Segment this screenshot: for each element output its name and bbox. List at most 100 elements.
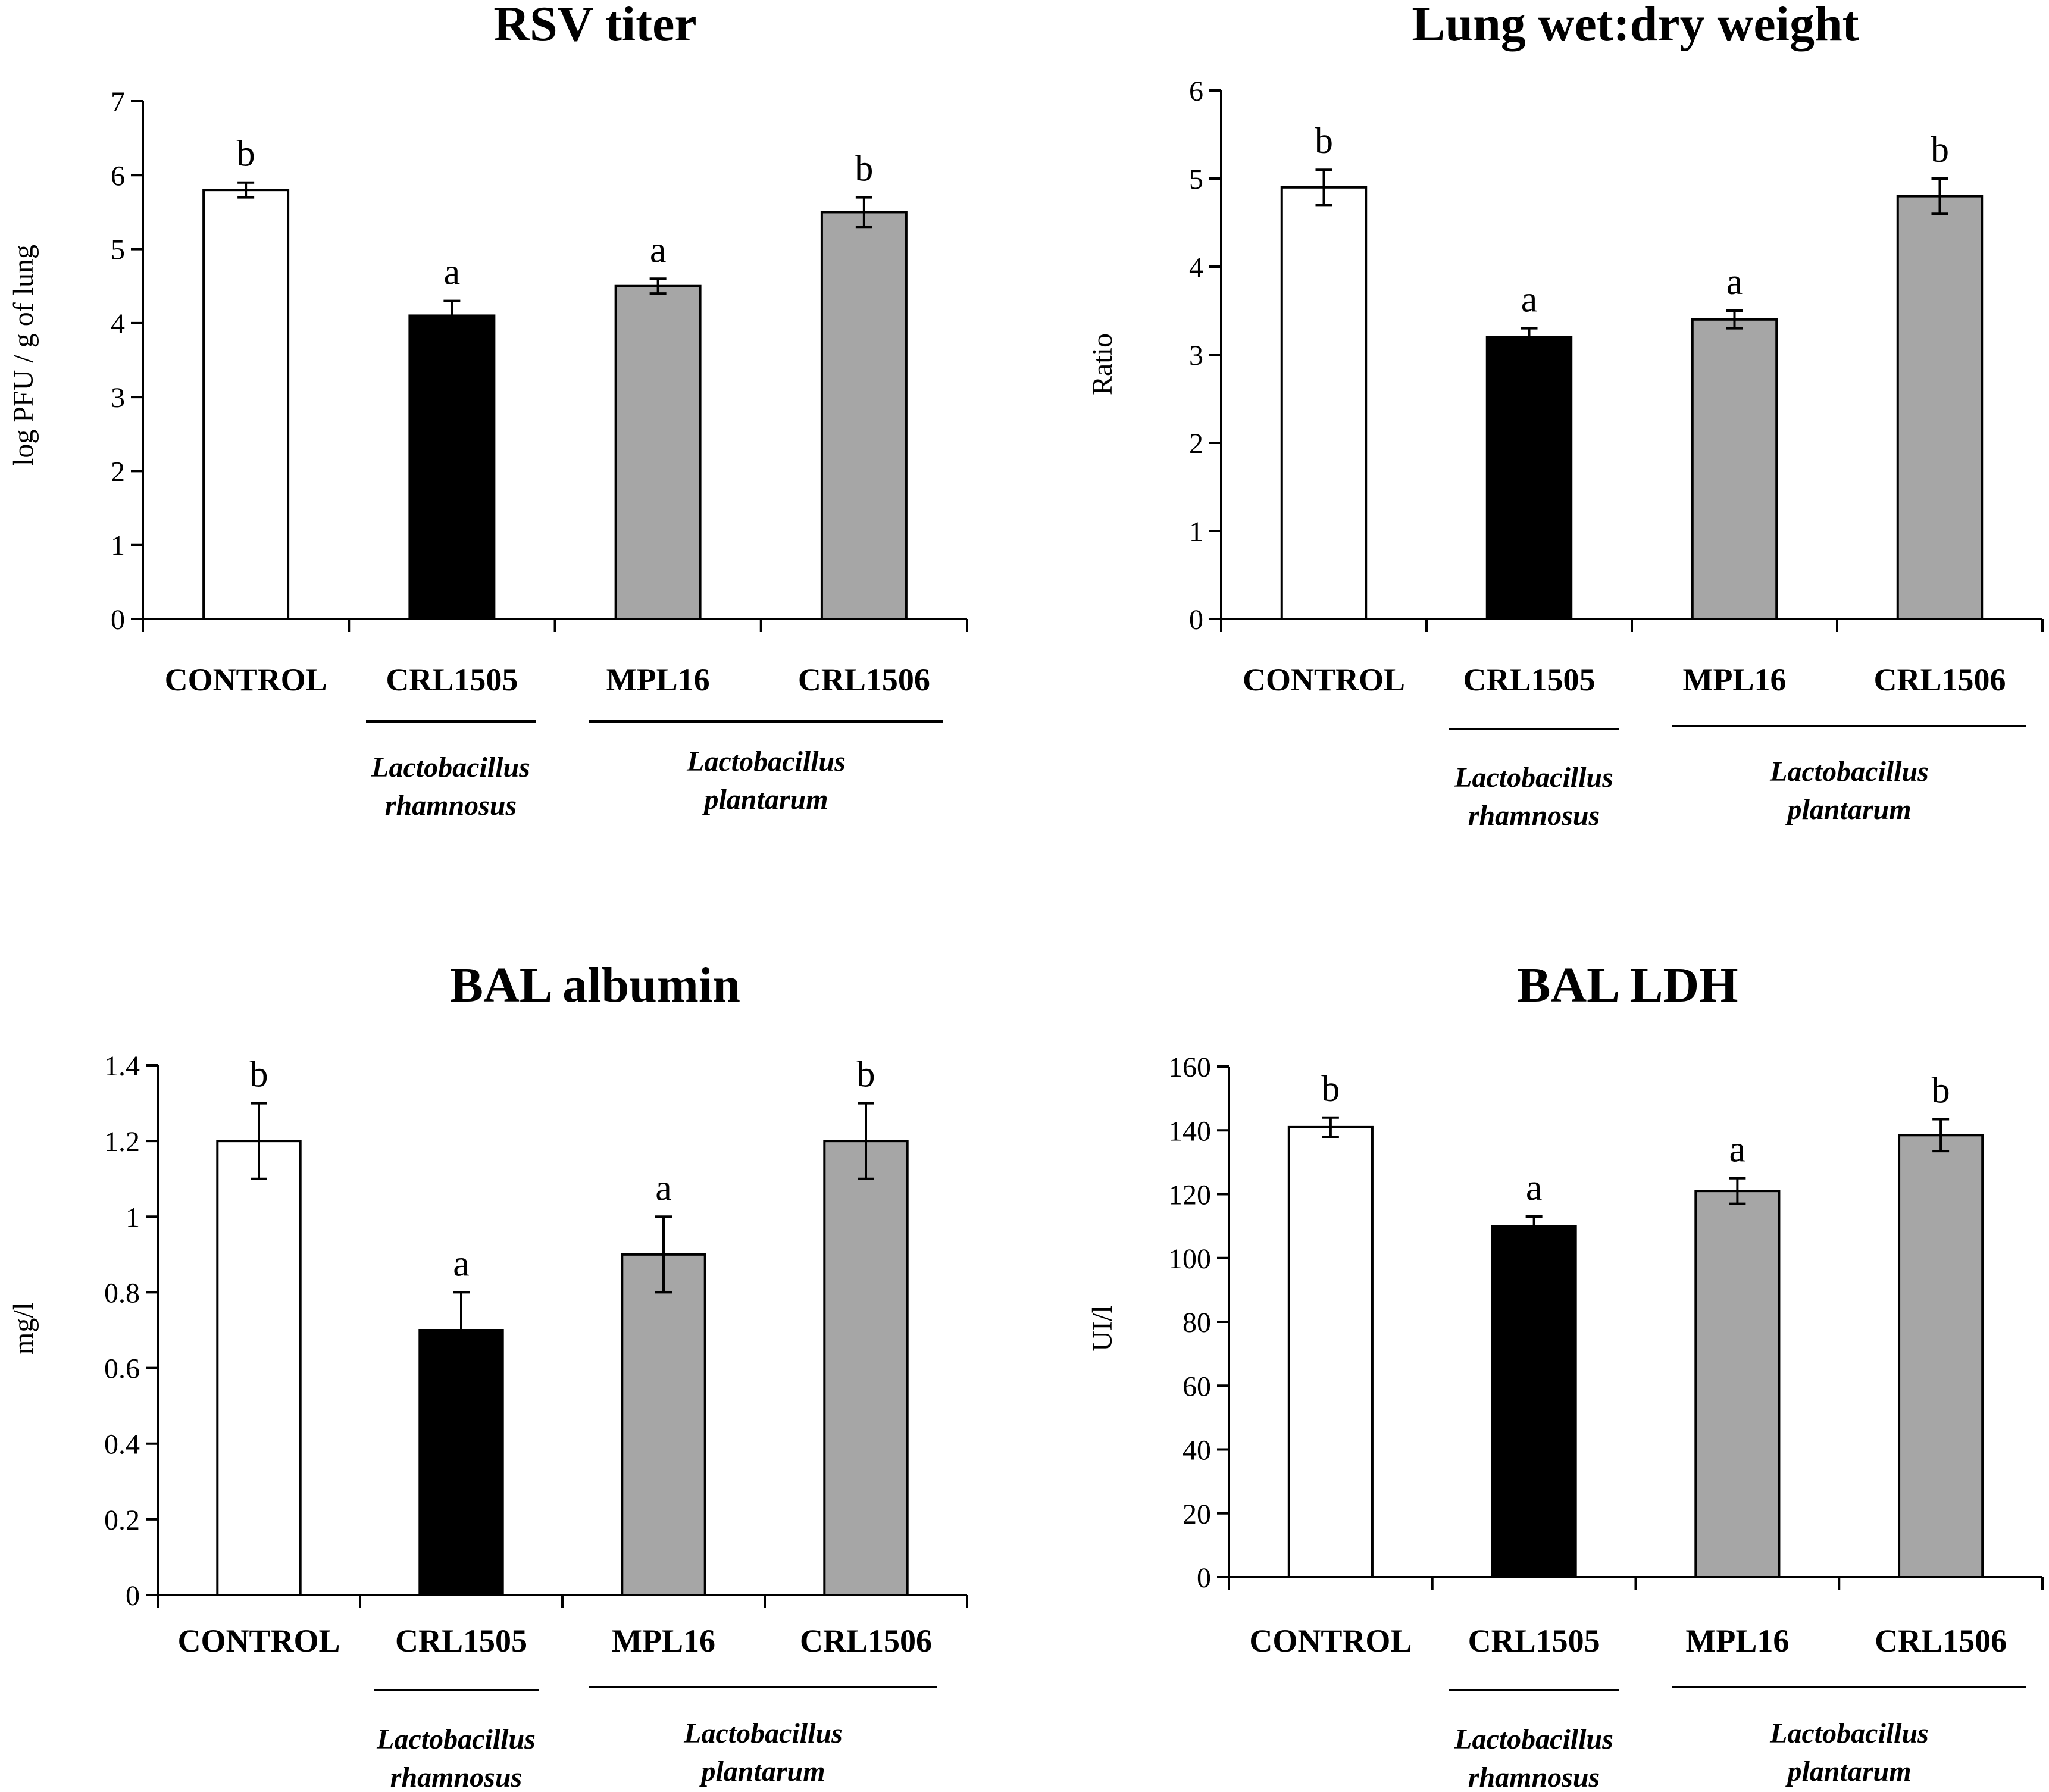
- panel-bal-albumin: BAL albumin mg/l 0 0.2 0.4 0.6 0.8 1 1.2 1.4 b CO…: [8, 958, 968, 1792]
- bar-mpl16: [621, 1253, 706, 1597]
- panel-rsv-titer: RSV titer log PFU / g of lung 0 1 2 3 4 5 6 7 b C…: [8, 0, 968, 821]
- y-tick-label: 60: [1183, 1371, 1211, 1402]
- y-tick-label: 0: [111, 604, 125, 636]
- chart-title: Lung wet:dry weight: [1412, 0, 1859, 52]
- y-tick-label: 0.4: [104, 1429, 140, 1461]
- y-axis-label: UI/l: [1087, 1305, 1118, 1351]
- group-label-species: rhamnosus: [1468, 800, 1600, 831]
- significance-letter: b: [1931, 130, 1949, 170]
- y-tick-label: 1: [126, 1202, 140, 1233]
- y-tick-label: 4: [1189, 252, 1203, 283]
- significance-letter: a: [1521, 280, 1538, 320]
- y-tick-label: 5: [111, 234, 125, 266]
- chart-title: RSV titer: [493, 0, 696, 52]
- y-tick-label: 20: [1183, 1499, 1211, 1530]
- significance-letter: b: [1321, 1069, 1340, 1109]
- y-tick-label: 120: [1168, 1180, 1211, 1211]
- group-label-genus: Lactobacillus: [371, 752, 530, 783]
- panel-lung-wet-dry-weight: Lung wet:dry weight Ratio 0 1 2 3 4 5 6 b CONTRO…: [1087, 0, 2044, 831]
- bar-crl1505: [418, 1329, 504, 1596]
- group-label-genus: Lactobacillus: [1769, 756, 1929, 787]
- bar-crl1506: [1898, 1134, 1984, 1578]
- y-tick-label: 1: [1189, 516, 1203, 548]
- y-tick-label: 2: [1189, 428, 1203, 459]
- bar-crl1506: [1896, 195, 1984, 621]
- significance-letter: a: [453, 1243, 470, 1284]
- bar-control: [216, 1140, 302, 1596]
- group-label-species: rhamnosus: [390, 1762, 522, 1792]
- group-label-species: plantarum: [1785, 1756, 1911, 1787]
- category-label: CRL1505: [1468, 1623, 1600, 1659]
- category-label: MPL16: [606, 662, 710, 698]
- y-tick-label: 0.2: [104, 1505, 140, 1536]
- y-tick-label: 6: [1189, 76, 1203, 107]
- bar-crl1505: [1485, 336, 1573, 621]
- y-axis-label: log PFU / g of lung: [8, 245, 39, 466]
- category-label: CRL1506: [1873, 662, 2006, 698]
- significance-letter: b: [855, 149, 873, 189]
- significance-letter: a: [1526, 1168, 1543, 1208]
- bar-control: [202, 189, 290, 620]
- category-label: CONTROL: [177, 1623, 340, 1659]
- y-tick-label: 1.4: [104, 1050, 140, 1082]
- y-tick-label: 80: [1183, 1307, 1211, 1338]
- bar-crl1505: [408, 314, 496, 621]
- bar-control: [1280, 186, 1368, 620]
- category-label: CONTROL: [1249, 1623, 1412, 1659]
- chart-title: BAL LDH: [1517, 958, 1738, 1013]
- category-label: CONTROL: [1243, 662, 1405, 698]
- y-tick-label: 5: [1189, 164, 1203, 195]
- chart-title: BAL albumin: [450, 958, 740, 1013]
- group-label-species: plantarum: [699, 1756, 825, 1787]
- significance-letter: a: [650, 230, 667, 270]
- y-tick-label: 0.8: [104, 1277, 140, 1309]
- y-tick-label: 40: [1183, 1435, 1211, 1466]
- category-label: MPL16: [1683, 662, 1787, 698]
- group-label-genus: Lactobacillus: [1454, 1724, 1613, 1755]
- category-label: CRL1505: [395, 1623, 527, 1659]
- group-label-genus: Lactobacillus: [376, 1724, 536, 1755]
- y-tick-label: 100: [1168, 1243, 1211, 1275]
- bar-control: [1287, 1125, 1374, 1578]
- bar-mpl16: [614, 284, 702, 620]
- panel-bal-ldh: BAL LDH UI/l 0 20 40 60 80 100 120 140 160 b CONTR…: [1087, 958, 2044, 1792]
- bar-crl1506: [823, 1140, 909, 1596]
- significance-letter: a: [1726, 262, 1743, 302]
- category-label: CRL1506: [798, 662, 930, 698]
- y-tick-label: 1: [111, 530, 125, 562]
- y-tick-label: 3: [1189, 340, 1203, 371]
- y-tick-label: 4: [111, 308, 125, 340]
- y-tick-label: 3: [111, 382, 125, 414]
- category-label: MPL16: [612, 1623, 715, 1659]
- significance-letter: a: [1729, 1130, 1746, 1170]
- significance-letter: b: [250, 1055, 268, 1095]
- y-tick-label: 7: [111, 86, 125, 118]
- group-label-species: plantarum: [1785, 794, 1911, 825]
- group-label-genus: Lactobacillus: [686, 746, 846, 777]
- y-tick-label: 1.2: [104, 1126, 140, 1158]
- category-label: CRL1506: [1875, 1623, 2007, 1659]
- group-label-species: rhamnosus: [1468, 1762, 1600, 1792]
- y-tick-label: 0: [126, 1580, 140, 1612]
- bar-crl1505: [1491, 1225, 1577, 1578]
- group-label-genus: Lactobacillus: [1769, 1718, 1929, 1749]
- significance-letter: a: [655, 1168, 672, 1208]
- group-label-species: rhamnosus: [385, 790, 517, 821]
- bar-mpl16: [1694, 1190, 1781, 1578]
- y-tick-label: 2: [111, 456, 125, 487]
- significance-letter: b: [1315, 121, 1333, 161]
- significance-letter: b: [1932, 1070, 1950, 1111]
- y-tick-label: 0: [1197, 1562, 1211, 1594]
- group-label-genus: Lactobacillus: [683, 1718, 843, 1749]
- y-axis-label: mg/l: [8, 1302, 39, 1355]
- y-tick-label: 6: [111, 160, 125, 192]
- category-label: CRL1505: [1463, 662, 1595, 698]
- y-tick-label: 0: [1189, 604, 1203, 636]
- category-label: MPL16: [1685, 1623, 1789, 1659]
- y-tick-label: 0.6: [104, 1353, 140, 1385]
- group-label-species: plantarum: [702, 784, 828, 815]
- bar-crl1506: [820, 211, 908, 620]
- y-tick-label: 140: [1168, 1115, 1211, 1147]
- significance-letter: a: [444, 252, 461, 293]
